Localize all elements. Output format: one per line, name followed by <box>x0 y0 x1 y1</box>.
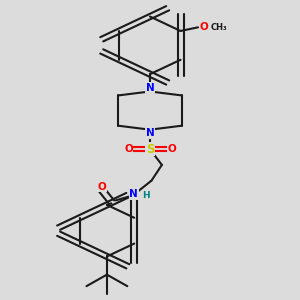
Text: CH₃: CH₃ <box>211 23 227 32</box>
Text: O: O <box>98 182 106 192</box>
Text: S: S <box>146 142 154 156</box>
Text: O: O <box>167 144 176 154</box>
Text: N: N <box>129 189 138 199</box>
Text: O: O <box>124 144 133 154</box>
Text: N: N <box>146 128 154 138</box>
Text: N: N <box>146 83 154 93</box>
Text: O: O <box>200 22 208 32</box>
Text: H: H <box>142 191 150 200</box>
